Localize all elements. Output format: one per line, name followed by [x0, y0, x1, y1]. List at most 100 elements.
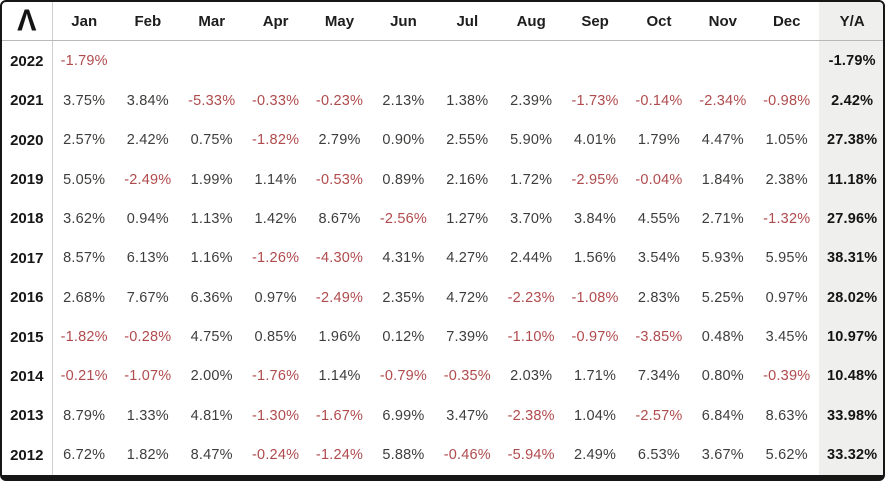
return-cell: -2.56% — [379, 210, 427, 227]
table-row: 2017 8.57% 6.13% 1.16% -1.26% -4.30% 4.31% 4.27… — [2, 238, 883, 278]
return-cell — [627, 41, 691, 82]
return-cell: 4.47% — [701, 132, 744, 149]
return-cell: 7.39% — [446, 329, 489, 346]
return-cell: -5.94% — [507, 447, 555, 464]
return-cell: 2.44% — [510, 250, 553, 267]
return-cell: 1.33% — [126, 407, 169, 424]
return-cell: 0.97% — [765, 289, 808, 306]
return-cell: 8.79% — [63, 407, 106, 424]
table-row: 2012 6.72% 1.82% 8.47% -0.24% -1.24% 5.88% -0.4… — [2, 435, 883, 475]
return-cell: -1.79% — [60, 53, 108, 70]
return-cell: -1.32% — [763, 210, 811, 227]
return-cell: 1.72% — [510, 171, 553, 188]
return-cell: 1.16% — [190, 250, 233, 267]
return-cell: 1.14% — [254, 171, 297, 188]
return-cell: -0.97% — [571, 329, 619, 346]
return-cell: -0.28% — [124, 329, 172, 346]
return-cell: 5.88% — [382, 447, 425, 464]
return-cell — [180, 41, 244, 82]
return-cell — [308, 41, 372, 82]
return-cell: 0.85% — [254, 329, 297, 346]
return-cell: 0.90% — [382, 132, 425, 149]
return-cell: 3.54% — [637, 250, 681, 267]
return-cell: 2.39% — [510, 92, 553, 109]
table-row: 2020 2.57% 2.42% 0.75% -1.82% 2.79% 0.90% 2.55%… — [2, 120, 883, 160]
year-label: 2017 — [2, 238, 53, 278]
return-cell: 2.16% — [446, 171, 489, 188]
year-label: 2021 — [2, 81, 53, 121]
table-row: 2015 -1.82% -0.28% 4.75% 0.85% 1.96% 0.12% 7.39… — [2, 317, 883, 357]
return-cell: 2.49% — [574, 447, 617, 464]
return-cell: 1.96% — [318, 329, 361, 346]
return-cell: 0.80% — [701, 368, 744, 385]
return-cell: -1.24% — [315, 447, 364, 464]
ytd-cell: -1.79% — [818, 40, 883, 82]
return-cell: -0.79% — [379, 368, 427, 385]
return-cell — [755, 41, 819, 82]
return-cell: 4.75% — [190, 329, 233, 346]
return-cell: 8.63% — [765, 407, 808, 424]
return-cell: -1.76% — [252, 368, 300, 385]
return-cell: -0.23% — [315, 92, 364, 109]
ytd-cell: 38.31% — [818, 238, 883, 278]
month-header-oct: Oct — [627, 2, 691, 41]
month-header-sep: Sep — [563, 2, 628, 41]
return-cell: -0.98% — [763, 92, 811, 109]
return-cell — [244, 41, 308, 82]
return-cell: 3.45% — [765, 329, 808, 346]
return-cell — [563, 41, 627, 82]
brand-logo[interactable]: Λ — [17, 3, 37, 38]
ytd-cell: 11.18% — [818, 159, 883, 200]
return-cell: 2.35% — [382, 289, 425, 306]
return-cell: 1.04% — [574, 407, 617, 424]
return-cell: 0.12% — [382, 329, 425, 346]
ytd-cell: 10.97% — [818, 317, 883, 357]
return-cell: 2.55% — [446, 132, 489, 149]
return-cell: -2.49% — [315, 289, 364, 306]
year-label: 2016 — [2, 278, 53, 318]
return-cell: -0.35% — [443, 368, 491, 385]
header-row: Λ Jan Feb Mar Apr May Jun Jul Aug Sep Oc… — [2, 2, 883, 41]
return-cell: -3.85% — [635, 329, 683, 346]
return-cell: -1.26% — [252, 250, 300, 267]
return-cell: 2.03% — [510, 368, 553, 385]
return-cell: 4.81% — [190, 407, 233, 424]
ytd-header: Y/A — [818, 2, 883, 41]
return-cell: 0.97% — [254, 289, 297, 306]
return-cell: 7.67% — [126, 289, 169, 306]
year-label: 2019 — [2, 159, 53, 200]
table-row: 2014 -0.21% -1.07% 2.00% -1.76% 1.14% -0.79% -0… — [2, 356, 883, 397]
return-cell: 6.72% — [63, 447, 106, 464]
return-cell: 4.55% — [637, 210, 681, 227]
return-cell: 5.25% — [701, 289, 744, 306]
year-label: 2022 — [2, 40, 53, 82]
return-cell: 4.01% — [574, 132, 617, 149]
return-cell: 8.67% — [318, 210, 361, 227]
return-cell — [116, 41, 180, 82]
return-cell: 1.82% — [126, 447, 169, 464]
return-cell: 0.48% — [701, 329, 744, 346]
return-cell — [691, 41, 755, 82]
return-cell: 2.57% — [63, 132, 106, 149]
ytd-cell: 28.02% — [818, 278, 883, 318]
return-cell: 4.72% — [446, 289, 489, 306]
return-cell: 1.56% — [574, 250, 617, 267]
return-cell: -0.46% — [443, 447, 491, 464]
return-cell: -2.34% — [699, 92, 747, 109]
year-label: 2015 — [2, 317, 53, 357]
return-cell: 3.62% — [63, 210, 106, 227]
return-cell: 3.70% — [510, 210, 553, 227]
return-cell: 5.90% — [510, 132, 553, 149]
return-cell: 3.75% — [63, 92, 106, 109]
return-cell: -5.33% — [188, 92, 236, 109]
table-row: 2021 3.75% 3.84% -5.33% -0.33% -0.23% 2.13% 1.3… — [2, 81, 883, 121]
year-label: 2013 — [2, 396, 53, 436]
return-cell: -2.38% — [507, 407, 555, 424]
return-cell: 4.31% — [382, 250, 425, 267]
return-cell: -1.82% — [252, 132, 300, 149]
return-cell: 3.47% — [446, 407, 489, 424]
return-cell: 6.99% — [382, 407, 425, 424]
return-cell: 2.83% — [637, 289, 681, 306]
ytd-cell: 10.48% — [818, 356, 883, 397]
return-cell: -1.07% — [124, 368, 172, 385]
